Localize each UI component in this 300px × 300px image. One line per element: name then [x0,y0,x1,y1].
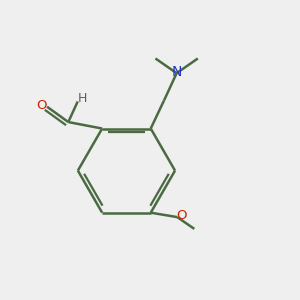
Text: H: H [78,92,87,105]
Text: N: N [172,65,182,79]
Text: O: O [176,208,186,221]
Text: O: O [36,99,46,112]
